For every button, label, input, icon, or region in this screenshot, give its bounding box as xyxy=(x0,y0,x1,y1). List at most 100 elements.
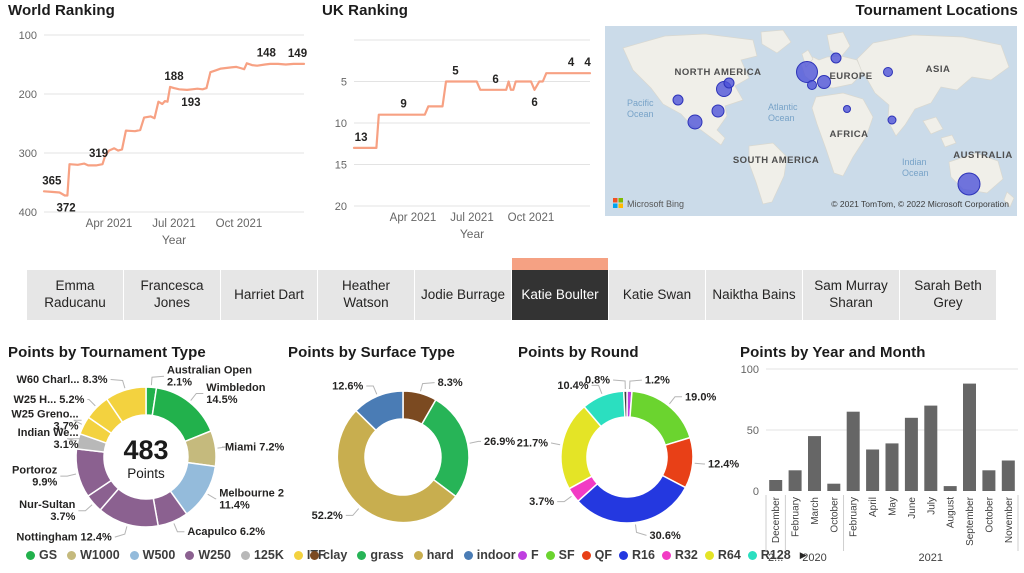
tab-sam-murray-sharan[interactable]: Sam Murray Sharan xyxy=(803,270,899,320)
bar-November[interactable] xyxy=(1001,460,1015,492)
tournament-locations-title: Tournament Locations xyxy=(855,2,1018,19)
month-label: October xyxy=(984,496,995,532)
legend-overflow-arrow[interactable]: ▶ xyxy=(799,549,807,560)
tournament-bubble[interactable] xyxy=(723,77,735,89)
donut-callout: 0.8% xyxy=(585,375,610,387)
callout-leader xyxy=(557,495,572,503)
callout-leader xyxy=(60,473,77,477)
year-group-label: 2... xyxy=(768,552,783,564)
legend-dot xyxy=(240,550,250,560)
tournament-bubble[interactable] xyxy=(807,80,817,90)
continent-label: EUROPE xyxy=(829,71,872,82)
tab-heather-watson[interactable]: Heather Watson xyxy=(318,270,414,320)
legend-item-hard[interactable]: hard xyxy=(413,548,454,562)
callout-leader xyxy=(78,504,93,512)
tournament-bubble[interactable] xyxy=(711,104,725,118)
tab-katie-boulter[interactable]: Katie Boulter xyxy=(512,270,608,320)
tab-naiktha-bains[interactable]: Naiktha Bains xyxy=(706,270,802,320)
ranking-line xyxy=(42,62,306,197)
legend-item-W500[interactable]: W500 xyxy=(129,548,176,562)
points-by-year-month-title: Points by Year and Month xyxy=(740,344,926,361)
bar-December[interactable] xyxy=(769,480,783,491)
tab-emma-raducanu[interactable]: Emma Raducanu xyxy=(27,270,123,320)
y-tick-label: 100 xyxy=(19,30,37,42)
donut-center-label: Points xyxy=(127,466,165,481)
tab-katie-swan[interactable]: Katie Swan xyxy=(609,270,705,320)
donut-callout: Nottingham 12.4% xyxy=(16,532,112,544)
tournament-bubble[interactable] xyxy=(830,52,842,64)
donut-slice-grass[interactable] xyxy=(420,398,470,498)
month-label: April xyxy=(868,497,879,517)
donut-slice-SF[interactable] xyxy=(629,390,692,447)
legend-item-grass[interactable]: grass xyxy=(357,548,404,562)
legend-item-W250[interactable]: W250 xyxy=(185,548,231,562)
x-tick-label: Oct 2021 xyxy=(508,212,555,224)
bar-May[interactable] xyxy=(885,443,899,491)
legend-item-R32[interactable]: R32 xyxy=(661,548,698,562)
legend-label: W250 xyxy=(198,548,231,562)
tournament-bubble[interactable] xyxy=(887,115,897,125)
legend-label: W500 xyxy=(142,548,176,562)
callout-leader xyxy=(66,438,82,442)
legend-item-indoor[interactable]: indoor xyxy=(463,548,516,562)
legend-item-R128[interactable]: R128 xyxy=(747,548,791,562)
world-map[interactable]: NORTH AMERICA EUROPE ASIA AFRICA SOUTH AMERI… xyxy=(604,26,1018,216)
legend-item-QF[interactable]: QF xyxy=(581,548,612,562)
callout-leader xyxy=(110,379,126,389)
bar-October[interactable] xyxy=(982,470,996,491)
legend-item-R64[interactable]: R64 xyxy=(704,548,741,562)
tab-harriet-dart[interactable]: Harriet Dart xyxy=(221,270,317,320)
bar-August[interactable] xyxy=(943,486,957,491)
bar-February[interactable] xyxy=(846,411,860,491)
donut-callout: 8.3% xyxy=(438,377,463,389)
callout-leader xyxy=(345,508,360,516)
points-by-round-donut: 1.2% 19.0% 12.4% 30.6% 3.7% 21.7% 10.4%0.8% xyxy=(517,375,740,542)
x-tick-label: Apr 2021 xyxy=(390,212,437,224)
legend-item-R16[interactable]: R16 xyxy=(618,548,655,562)
bar-April[interactable] xyxy=(866,449,880,492)
bar-March[interactable] xyxy=(808,436,821,491)
ranking-line xyxy=(352,72,592,150)
tournament-type-legend: GSW1000W500W250125KITF xyxy=(26,548,326,562)
uk-ranking-plot: 5 10 15 20 Apr 2021 Jul 2021 Oct 2021 Year 13 9 5 6… xyxy=(335,39,592,241)
donut-callout: 11.4% xyxy=(219,499,250,511)
legend-dot xyxy=(518,550,527,560)
donut-slice-hard[interactable] xyxy=(336,409,457,524)
bar-September[interactable] xyxy=(963,383,976,491)
legend-item-125K[interactable]: 125K xyxy=(240,548,284,562)
legend-item-F[interactable]: F xyxy=(518,548,539,562)
legend-item-GS[interactable]: GS xyxy=(26,548,57,562)
legend-item-clay[interactable]: clay xyxy=(310,548,347,562)
tournament-bubble[interactable] xyxy=(883,67,893,77)
legend-item-W1000[interactable]: W1000 xyxy=(67,548,120,562)
world-ranking-panel: World Ranking 100 200 300 400 Apr 2021 Jul 20… xyxy=(8,2,310,254)
donut-slice-Wimbledon[interactable] xyxy=(151,386,212,443)
tournament-bubble[interactable] xyxy=(687,114,703,130)
callout-leader xyxy=(73,419,83,425)
tournament-bubble[interactable] xyxy=(843,105,851,113)
tab-francesca-jones[interactable]: Francesca Jones xyxy=(124,270,220,320)
month-label: June xyxy=(907,497,918,519)
donut-slice-W60 Charl...[interactable] xyxy=(105,386,147,424)
donut-callout: 21.7% xyxy=(517,438,548,450)
bar-October[interactable] xyxy=(827,483,841,491)
tournament-bubble[interactable] xyxy=(796,61,818,83)
legend-item-SF[interactable]: SF xyxy=(545,548,575,562)
donut-slice-other[interactable] xyxy=(622,390,628,418)
legend-dot xyxy=(618,550,628,560)
y-tick-label: 400 xyxy=(19,207,37,219)
tournament-bubble[interactable] xyxy=(817,75,831,89)
bar-July[interactable] xyxy=(924,405,938,491)
tournament-bubble[interactable] xyxy=(672,94,684,106)
donut-slice-indoor[interactable] xyxy=(354,390,404,432)
donut-callout: 12.6% xyxy=(332,380,363,392)
data-label: 193 xyxy=(181,97,200,109)
tournament-bubble[interactable] xyxy=(957,172,981,196)
donut-callout: 9.9% xyxy=(32,477,57,489)
tab-jodie-burrage[interactable]: Jodie Burrage xyxy=(415,270,511,320)
bar-June[interactable] xyxy=(904,417,918,491)
round-legend: F SF QF R16 R32 R64 R128 ▶ xyxy=(518,548,807,562)
x-tick-label: Oct 2021 xyxy=(216,218,263,230)
bar-February[interactable] xyxy=(788,470,802,491)
tab-sarah-beth-grey[interactable]: Sarah Beth Grey xyxy=(900,270,996,320)
